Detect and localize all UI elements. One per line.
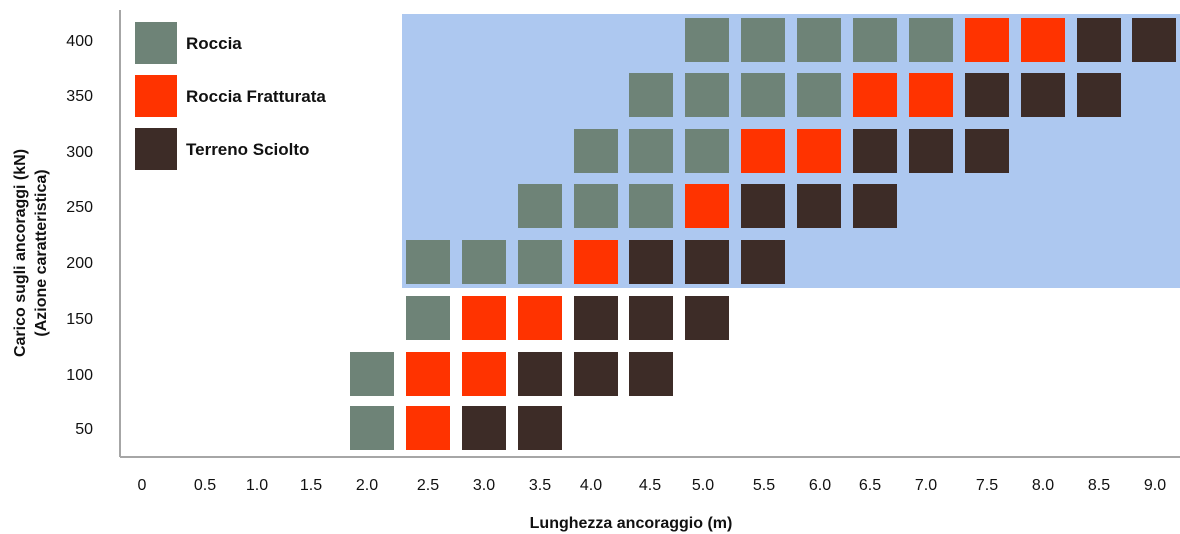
cell-100-3.5-T [518, 352, 562, 396]
x-tick-label: 5.5 [753, 477, 775, 494]
cell-100-2.5-F [406, 352, 450, 396]
cell-200-3.5-R [518, 240, 562, 284]
x-tick-label: 7.0 [915, 477, 937, 494]
legend-label-F: Roccia Fratturata [186, 87, 326, 106]
y-tick-label: 100 [66, 367, 93, 384]
cell-150-3.5-F [518, 296, 562, 340]
cell-400-7.5-F [965, 18, 1009, 62]
legend-swatch-T [135, 128, 177, 170]
cell-200-4.5-T [629, 240, 673, 284]
legend: Roccia Roccia Fratturata Terreno Sciolto [135, 22, 326, 170]
cell-100-3.0-F [462, 352, 506, 396]
cell-300-7.0-T [909, 129, 953, 173]
x-tick-label: 1.5 [300, 477, 322, 494]
cell-350-8.5-T [1077, 73, 1121, 117]
x-tick-label: 4.5 [639, 477, 661, 494]
cell-300-6.0-F [797, 129, 841, 173]
x-tick-label: 5.0 [692, 477, 714, 494]
cell-150-3.0-F [462, 296, 506, 340]
y-tick-label: 150 [66, 311, 93, 328]
cell-400-7.0-R [909, 18, 953, 62]
cell-250-4.0-R [574, 184, 618, 228]
cells-layer [350, 18, 1176, 450]
cell-400-6.0-R [797, 18, 841, 62]
cell-400-9.0-T [1132, 18, 1176, 62]
x-tick-label: 2.5 [417, 477, 439, 494]
cell-250-6.5-T [853, 184, 897, 228]
legend-label-T: Terreno Sciolto [186, 140, 309, 159]
cell-300-6.5-T [853, 129, 897, 173]
cell-250-3.5-R [518, 184, 562, 228]
cell-200-2.5-R [406, 240, 450, 284]
cell-300-5.0-R [685, 129, 729, 173]
cell-350-6.5-F [853, 73, 897, 117]
y-axis-title-line1: Carico sugli ancoraggi (kN) [12, 149, 29, 357]
x-tick-labels: 0 0.5 1.0 1.5 2.0 2.5 3.0 3.5 4.0 4.5 5.0 5.5 6.0 6.5… [138, 477, 1167, 494]
y-tick-label: 200 [66, 255, 93, 272]
cell-150-2.5-R [406, 296, 450, 340]
x-tick-label: 9.0 [1144, 477, 1166, 494]
x-tick-label: 4.0 [580, 477, 602, 494]
x-tick-label: 3.5 [529, 477, 551, 494]
cell-350-6.0-R [797, 73, 841, 117]
cell-400-8.0-F [1021, 18, 1065, 62]
x-tick-label: 2.0 [356, 477, 378, 494]
cell-50-3.5-T [518, 406, 562, 450]
cell-150-4.5-T [629, 296, 673, 340]
cell-400-5.0-R [685, 18, 729, 62]
cell-250-5.5-T [741, 184, 785, 228]
x-tick-label: 7.5 [976, 477, 998, 494]
y-axis-title-line2: (Azione caratteristica) [33, 169, 50, 336]
cell-300-4.0-R [574, 129, 618, 173]
cell-200-4.0-F [574, 240, 618, 284]
cell-50-2.0-R [350, 406, 394, 450]
x-tick-label: 0.5 [194, 477, 216, 494]
cell-400-5.5-R [741, 18, 785, 62]
x-tick-label: 6.0 [809, 477, 831, 494]
cell-50-3.0-T [462, 406, 506, 450]
x-tick-label: 3.0 [473, 477, 495, 494]
cell-300-5.5-F [741, 129, 785, 173]
cell-350-7.5-T [965, 73, 1009, 117]
cell-350-7.0-F [909, 73, 953, 117]
x-tick-label: 6.5 [859, 477, 881, 494]
cell-200-5.5-T [741, 240, 785, 284]
cell-350-5.0-R [685, 73, 729, 117]
y-tick-label: 250 [66, 199, 93, 216]
cell-350-4.5-R [629, 73, 673, 117]
cell-50-2.5-F [406, 406, 450, 450]
cell-150-5.0-T [685, 296, 729, 340]
cell-300-4.5-R [629, 129, 673, 173]
x-tick-label: 8.5 [1088, 477, 1110, 494]
cell-200-5.0-T [685, 240, 729, 284]
cell-100-4.0-T [574, 352, 618, 396]
y-tick-label: 350 [66, 88, 93, 105]
legend-swatch-F [135, 75, 177, 117]
legend-swatch-R [135, 22, 177, 64]
y-tick-label: 50 [75, 421, 93, 438]
cell-100-2.0-R [350, 352, 394, 396]
cell-400-8.5-T [1077, 18, 1121, 62]
cell-350-5.5-R [741, 73, 785, 117]
y-tick-label: 300 [66, 144, 93, 161]
legend-label-R: Roccia [186, 34, 242, 53]
cell-100-4.5-T [629, 352, 673, 396]
axes [119, 10, 1180, 458]
cell-200-3.0-R [462, 240, 506, 284]
x-tick-label: 0 [138, 477, 147, 494]
y-tick-label: 400 [66, 33, 93, 50]
cell-400-6.5-R [853, 18, 897, 62]
x-tick-label: 8.0 [1032, 477, 1054, 494]
cell-300-7.5-T [965, 129, 1009, 173]
x-axis-title: Lunghezza ancoraggio (m) [530, 515, 733, 532]
cell-250-4.5-R [629, 184, 673, 228]
x-tick-label: 1.0 [246, 477, 268, 494]
cell-250-5.0-F [685, 184, 729, 228]
cell-250-6.0-T [797, 184, 841, 228]
cell-150-4.0-T [574, 296, 618, 340]
cell-350-8.0-T [1021, 73, 1065, 117]
y-tick-labels: 50 100 150 200 250 300 350 400 [66, 33, 93, 438]
